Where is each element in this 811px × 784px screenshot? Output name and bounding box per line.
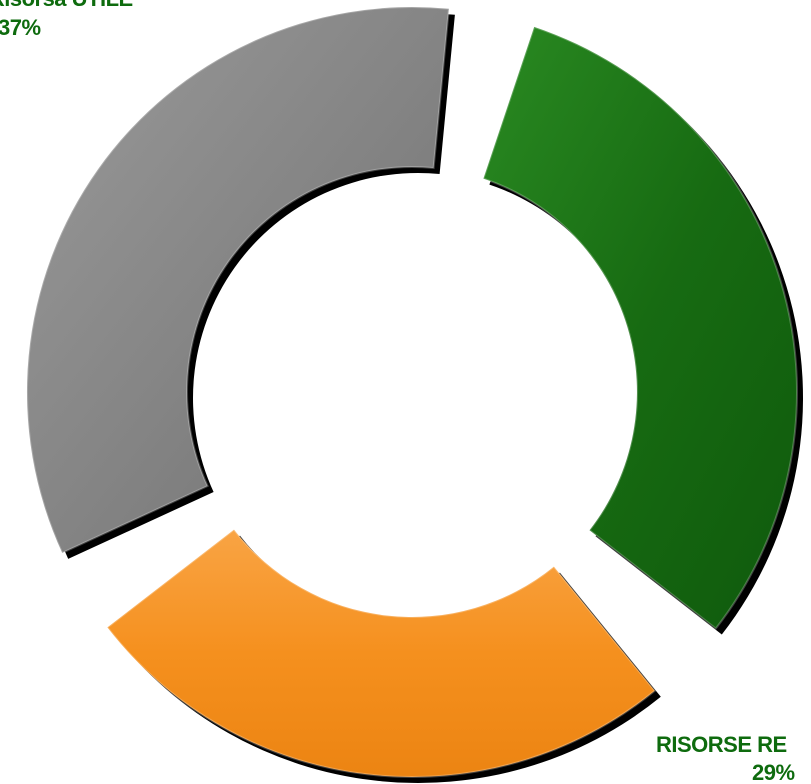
- slice-highlight-green: [482, 25, 798, 630]
- slice-orange: [107, 529, 655, 777]
- slice-label-orange: RISORSE RE: [656, 732, 787, 757]
- slice-percent-gray: 37%: [0, 15, 41, 40]
- slice-highlight-orange: [105, 528, 657, 778]
- slice-green: [483, 26, 798, 629]
- slice-label-gray: ...Risorsa UTILE: [0, 0, 133, 11]
- slice-highlight-gray: [26, 6, 450, 555]
- slices-layer: [26, 6, 804, 783]
- slice-percent-orange: 29%: [752, 760, 795, 784]
- slice-gray: [26, 7, 449, 553]
